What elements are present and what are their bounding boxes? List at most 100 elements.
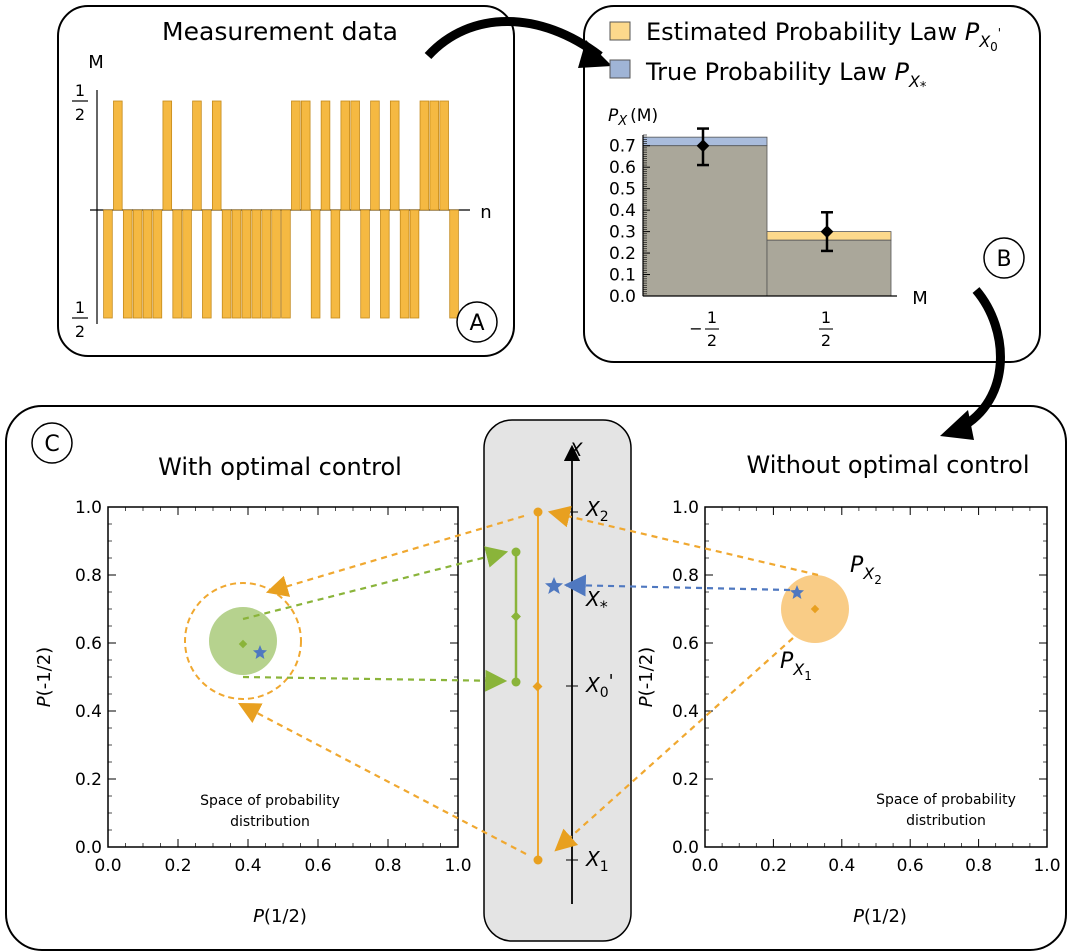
y-tick-label: 0.8 (75, 566, 102, 586)
measurement-bar (291, 100, 301, 211)
label-px1: PX1 (780, 649, 812, 683)
x-tick-label: 0.8 (965, 856, 992, 876)
arrow-green-top (242, 546, 509, 621)
parameter-axis-label: X (568, 439, 583, 461)
panel-b-cat2-num: 1 (821, 308, 831, 327)
panel-a-x-label: n (480, 202, 491, 223)
panel-b-cat1-den: 2 (707, 331, 717, 350)
x-tick-label: 0.6 (897, 856, 924, 876)
measurement-bar (221, 209, 232, 319)
panel-a-y-label: M (88, 52, 104, 73)
arrow-a-to-b (424, 17, 603, 60)
y-tick-label: 1.0 (75, 498, 102, 518)
label-x1: X1 (585, 847, 609, 875)
left-space-label-1: Space of probability (200, 793, 340, 809)
panel-a-badge-label: A (469, 311, 484, 336)
measurement-bar (281, 209, 291, 319)
measurement-bar (429, 100, 440, 211)
left-outer-dashed-disc (184, 582, 302, 700)
arrow-b-to-c (957, 287, 1005, 432)
left-x-axis-label: P(1/2) (253, 906, 307, 927)
measurement-bar (251, 209, 262, 319)
measurement-bar (122, 209, 133, 319)
right-disc-center (810, 604, 820, 614)
panel-b-cat1-sign: − (689, 319, 702, 338)
x-tick-label: 1.0 (444, 856, 471, 876)
arrow-b-to-c-head (940, 410, 974, 440)
center-star-icon (545, 577, 563, 594)
right-y-axis-label: P(-1/2) (636, 647, 657, 707)
legend-true-label: True Probability Law PX* (645, 58, 927, 95)
measurement-bar (340, 100, 351, 211)
panel-a-bottom-tick-den: 2 (75, 322, 85, 341)
panel-a-bottom-tick-num: 1 (75, 298, 85, 317)
histogram-y-tick-label: 0.4 (609, 201, 636, 221)
measurement-bar (380, 209, 390, 319)
right-plot-frame (704, 506, 1048, 848)
arrow-px2-to-x2 (547, 505, 819, 577)
right-plot-title: Without optimal control (747, 451, 1030, 479)
measurement-bar (300, 100, 311, 211)
measurement-bar (142, 209, 153, 319)
arrow-blue-star (563, 574, 791, 597)
y-tick-label: 0.8 (672, 566, 699, 586)
measurement-bar (360, 209, 370, 319)
legend-true-swatch (609, 59, 631, 79)
parameter-space-panel (483, 419, 632, 942)
x-tick-label: 0.4 (234, 856, 261, 876)
legend-estimated-label: Estimated Probability Law PX0' (646, 18, 1001, 54)
measurement-bar (192, 100, 202, 211)
measurement-bar (449, 209, 459, 319)
label-x2: X2 (585, 497, 609, 525)
panel-c-badge (31, 422, 73, 464)
measurement-bar (370, 100, 380, 211)
orange-interval-center (532, 681, 543, 692)
panel-b: Estimated Probability Law PX0' True Prob… (583, 5, 1041, 363)
panel-b-badge (983, 237, 1025, 279)
measurement-bar (182, 209, 192, 319)
measurement-bars (103, 100, 459, 319)
panel-b-badge-label: B (996, 247, 1011, 272)
histogram-y-tick-label: 0.1 (609, 266, 636, 286)
x-tick-label: 0.0 (94, 856, 121, 876)
left-y-axis-label: P(-1/2) (34, 647, 55, 707)
measurement-bar (241, 209, 252, 319)
x-tick-label: 0.4 (828, 856, 855, 876)
y-tick-label: 0.4 (672, 702, 699, 722)
label-xstar: X* (585, 587, 608, 616)
right-space-label-2: distribution (906, 813, 986, 829)
panel-b-frame (583, 5, 1041, 363)
measurement-bar (320, 100, 331, 211)
green-interval-center (511, 611, 521, 622)
arrow-px1-to-x1 (554, 637, 794, 852)
green-interval-bottom (511, 677, 521, 687)
y-tick-label: 0.2 (672, 770, 699, 790)
right-space-label-1: Space of probability (876, 792, 1016, 808)
right-plot-ticks: 0.00.0 0.2 0.2 0.4 0.4 0.6 0.6 0.8 0.8 1.0 1.0 (672, 498, 1061, 876)
orange-interval-bottom (533, 855, 543, 865)
panel-c-badge-label: C (44, 432, 59, 457)
y-tick-label: 0.2 (75, 770, 102, 790)
measurement-bar (399, 209, 410, 319)
measurement-bar (162, 100, 173, 211)
label-px2: PX2 (850, 553, 882, 587)
measurement-bar (310, 209, 321, 319)
measurement-bar (419, 100, 430, 211)
left-space-label-2: distribution (230, 814, 310, 830)
y-tick-label: 0.0 (672, 838, 699, 858)
measurement-bar (172, 209, 182, 319)
histogram-y-tick-label: 0.6 (609, 158, 636, 178)
measurement-bar (152, 209, 163, 319)
label-x0: X0' (585, 671, 614, 701)
panel-b-cat1-num: 1 (707, 308, 717, 327)
histogram: 0.00.10.20.30.40.50.60.7 (609, 127, 892, 307)
y-tick-label: 1.0 (672, 498, 699, 518)
panel-a-top-tick-num: 1 (75, 81, 85, 100)
measurement-bar (103, 209, 113, 319)
panel-a-top-tick-den: 2 (75, 105, 85, 124)
orange-interval-top (533, 507, 543, 517)
green-interval-top (511, 547, 521, 557)
panel-b-x-label: M (912, 288, 928, 309)
panel-b-y-label: PX (M) (608, 106, 658, 129)
x-tick-label: 1.0 (1033, 856, 1060, 876)
